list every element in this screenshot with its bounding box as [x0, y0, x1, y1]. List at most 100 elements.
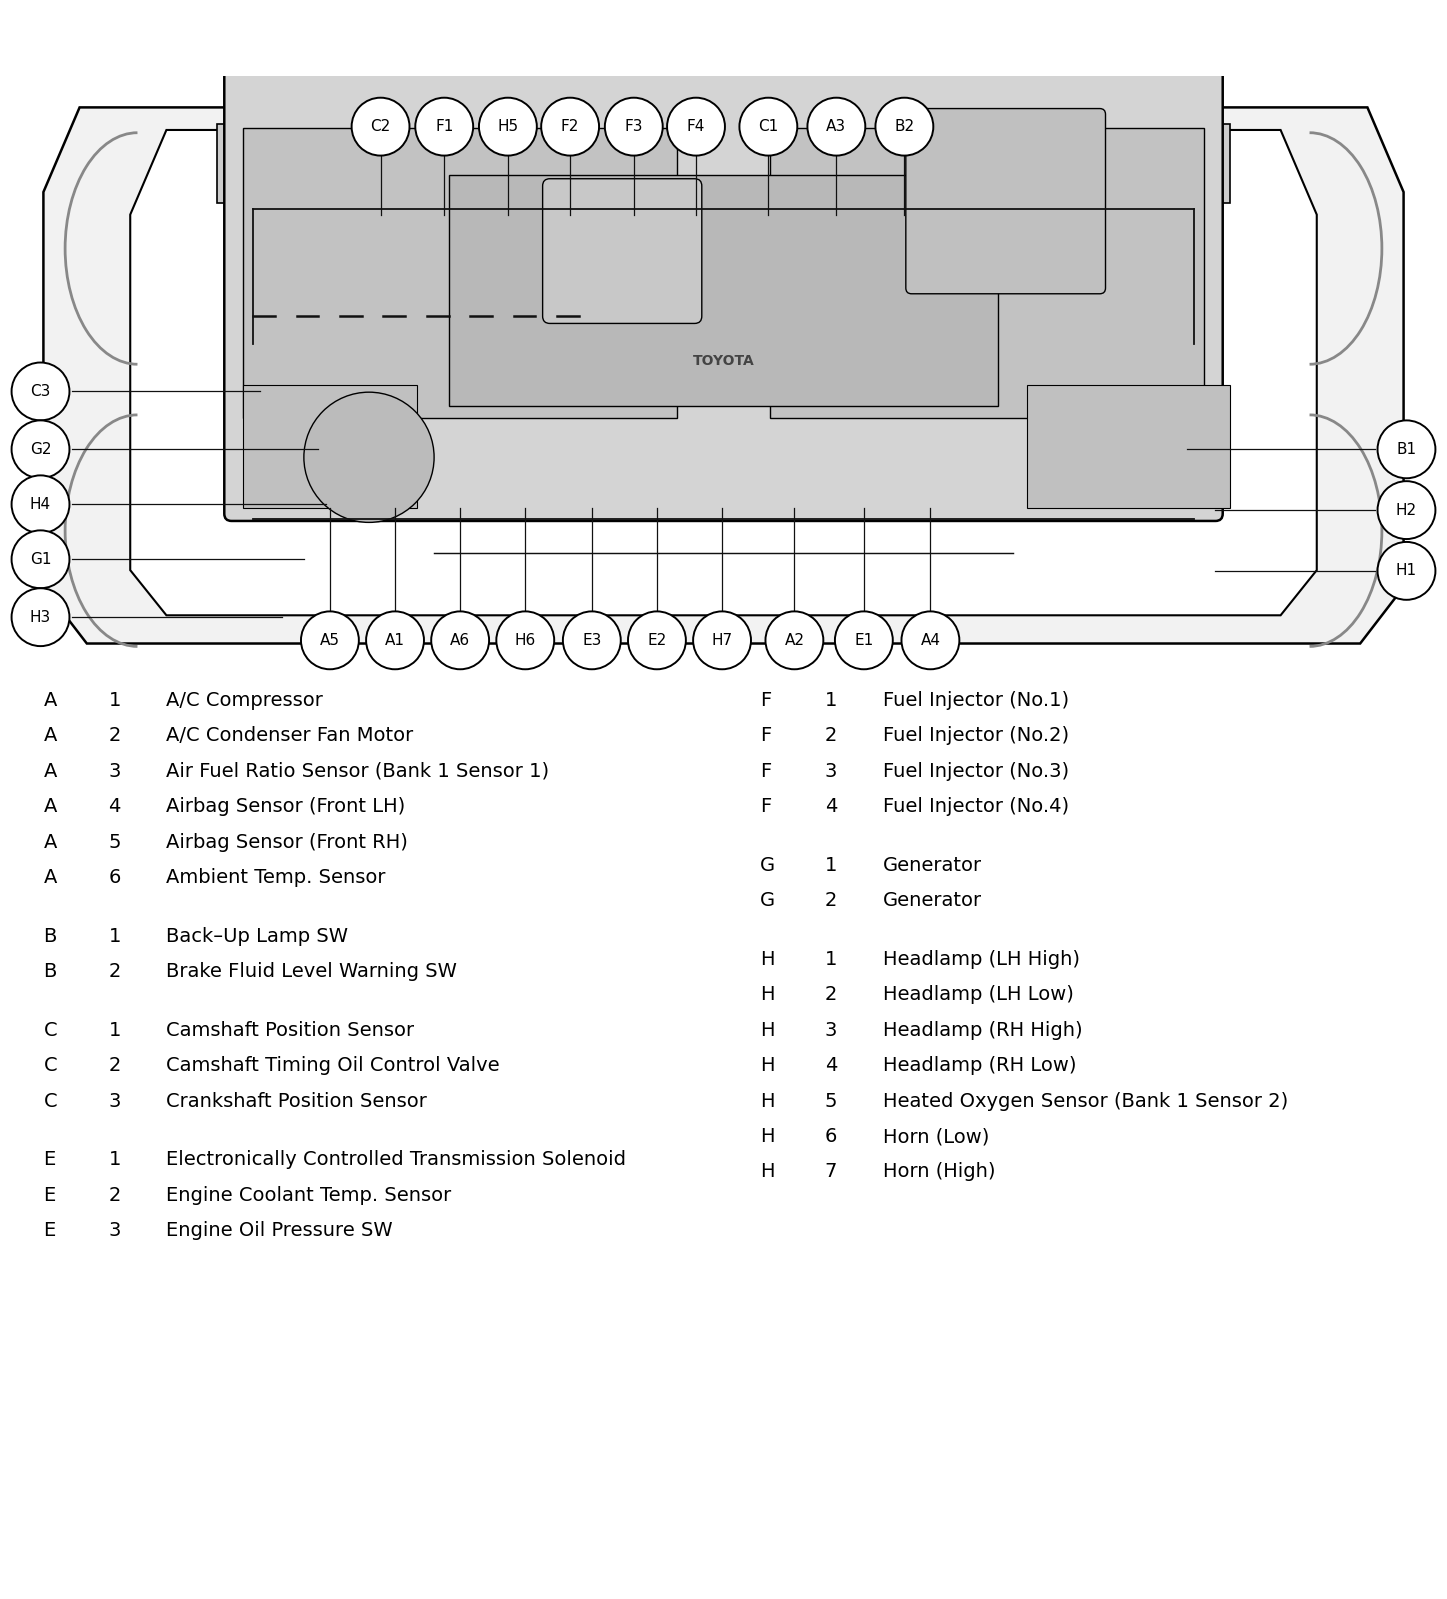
Bar	[1027, 385, 1230, 508]
Circle shape	[304, 392, 434, 523]
Circle shape	[12, 363, 69, 421]
Text: H: H	[760, 950, 774, 969]
Text: 5: 5	[825, 1092, 838, 1111]
Circle shape	[479, 98, 537, 155]
Text: F: F	[760, 726, 771, 745]
Text: Headlamp (RH Low): Headlamp (RH Low)	[883, 1055, 1077, 1075]
Circle shape	[605, 98, 663, 155]
Text: A: A	[43, 761, 56, 780]
Text: 3: 3	[109, 1092, 122, 1111]
Text: A5: A5	[320, 633, 340, 648]
Text: A6: A6	[450, 633, 470, 648]
Circle shape	[875, 98, 933, 155]
Circle shape	[415, 98, 473, 155]
Circle shape	[1378, 481, 1435, 539]
Text: 7: 7	[825, 1162, 838, 1182]
Text: Generator: Generator	[883, 855, 983, 875]
Text: E3: E3	[582, 633, 602, 648]
Text: Fuel Injector (No.2): Fuel Injector (No.2)	[883, 726, 1069, 745]
Text: A/C Compressor: A/C Compressor	[166, 691, 323, 710]
Text: H: H	[760, 1092, 774, 1111]
Text: 3: 3	[109, 761, 122, 780]
Text: 2: 2	[109, 1055, 122, 1075]
Text: H6: H6	[515, 633, 535, 648]
Text: H: H	[760, 1020, 774, 1039]
Circle shape	[541, 98, 599, 155]
FancyBboxPatch shape	[906, 109, 1106, 294]
Text: B2: B2	[894, 120, 915, 134]
Circle shape	[366, 611, 424, 670]
Text: H: H	[760, 1162, 774, 1182]
Text: 3: 3	[109, 1222, 122, 1239]
Circle shape	[431, 611, 489, 670]
Text: 3: 3	[825, 1020, 838, 1039]
Text: Fuel Injector (No.3): Fuel Injector (No.3)	[883, 761, 1069, 780]
Text: 1: 1	[109, 1020, 122, 1039]
Circle shape	[563, 611, 621, 670]
Text: Ambient Temp. Sensor: Ambient Temp. Sensor	[166, 868, 386, 887]
Text: 2: 2	[109, 963, 122, 982]
Text: F4: F4	[687, 120, 705, 134]
Text: F2: F2	[561, 120, 579, 134]
Text: 2: 2	[109, 1185, 122, 1204]
Circle shape	[496, 611, 554, 670]
Text: 4: 4	[825, 1055, 838, 1075]
Circle shape	[12, 421, 69, 478]
FancyBboxPatch shape	[224, 0, 1223, 521]
Circle shape	[12, 475, 69, 532]
Text: Fuel Injector (No.1): Fuel Injector (No.1)	[883, 691, 1069, 710]
Text: H: H	[760, 1055, 774, 1075]
Text: G: G	[760, 855, 774, 875]
Text: Brake Fluid Level Warning SW: Brake Fluid Level Warning SW	[166, 963, 457, 982]
Text: Electronically Controlled Transmission Solenoid: Electronically Controlled Transmission S…	[166, 1150, 627, 1169]
Text: Airbag Sensor (Front LH): Airbag Sensor (Front LH)	[166, 798, 405, 817]
Text: H4: H4	[30, 497, 51, 512]
Text: C3: C3	[30, 384, 51, 398]
Text: C: C	[43, 1055, 56, 1075]
Circle shape	[765, 611, 823, 670]
Text: H: H	[760, 985, 774, 1004]
Text: G1: G1	[30, 552, 51, 566]
Text: Heated Oxygen Sensor (Bank 1 Sensor 2): Heated Oxygen Sensor (Bank 1 Sensor 2)	[883, 1092, 1288, 1111]
Text: F3: F3	[625, 120, 642, 134]
Circle shape	[301, 611, 359, 670]
Circle shape	[1378, 421, 1435, 478]
Text: TOYOTA: TOYOTA	[693, 355, 754, 368]
Text: A: A	[43, 868, 56, 887]
Text: G: G	[760, 891, 774, 910]
Text: A: A	[43, 798, 56, 817]
Circle shape	[667, 98, 725, 155]
Text: 1: 1	[109, 691, 122, 710]
Text: Crankshaft Position Sensor: Crankshaft Position Sensor	[166, 1092, 427, 1111]
Text: A1: A1	[385, 633, 405, 648]
Text: 4: 4	[109, 798, 122, 817]
Text: Horn (Low): Horn (Low)	[883, 1127, 990, 1146]
Text: Airbag Sensor (Front RH): Airbag Sensor (Front RH)	[166, 833, 408, 852]
Text: H1: H1	[1396, 563, 1417, 579]
Text: Horn (High): Horn (High)	[883, 1162, 996, 1182]
Circle shape	[12, 588, 69, 646]
Text: C: C	[43, 1020, 56, 1039]
Text: A/C Condenser Fan Motor: A/C Condenser Fan Motor	[166, 726, 414, 745]
Text: Air Fuel Ratio Sensor (Bank 1 Sensor 1): Air Fuel Ratio Sensor (Bank 1 Sensor 1)	[166, 761, 550, 780]
Text: E: E	[43, 1185, 55, 1204]
Text: 6: 6	[825, 1127, 838, 1146]
Bar	[217, 123, 1230, 203]
Polygon shape	[130, 130, 1317, 616]
Text: E2: E2	[647, 633, 667, 648]
Text: H: H	[760, 1127, 774, 1146]
Text: A: A	[43, 833, 56, 852]
Text: B1: B1	[1396, 441, 1417, 457]
Text: Fuel Injector (No.4): Fuel Injector (No.4)	[883, 798, 1069, 817]
Text: Engine Coolant Temp. Sensor: Engine Coolant Temp. Sensor	[166, 1185, 451, 1204]
Text: 1: 1	[825, 855, 838, 875]
Text: Camshaft Position Sensor: Camshaft Position Sensor	[166, 1020, 414, 1039]
Text: 2: 2	[109, 726, 122, 745]
Circle shape	[1378, 542, 1435, 600]
Text: F: F	[760, 761, 771, 780]
Text: Engine Oil Pressure SW: Engine Oil Pressure SW	[166, 1222, 394, 1239]
Text: 6: 6	[109, 868, 122, 887]
Text: A4: A4	[920, 633, 941, 648]
Text: H2: H2	[1396, 502, 1417, 518]
Circle shape	[628, 611, 686, 670]
